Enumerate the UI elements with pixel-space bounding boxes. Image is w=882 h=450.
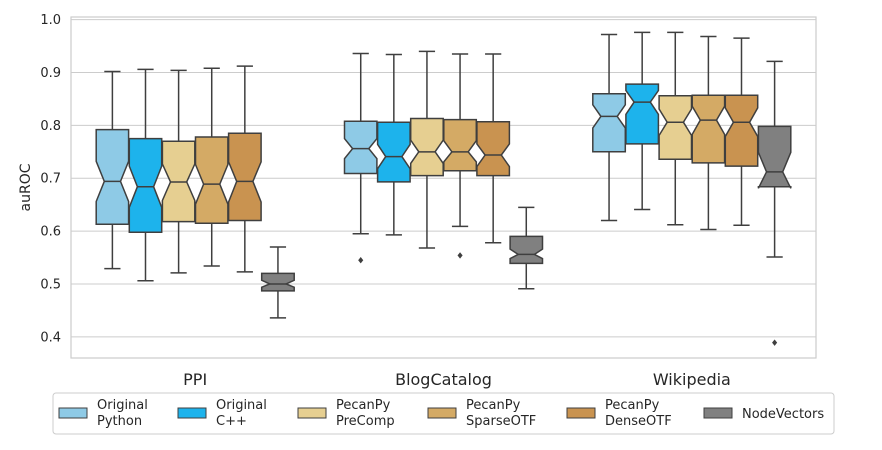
box-ppi-0: [95, 70, 130, 270]
box-wikipedia-3: [691, 35, 726, 231]
legend-entry: PecanPy PreComp: [297, 398, 395, 429]
y-tick-label: 0.4: [40, 330, 61, 345]
y-axis-ticks: 0.4 0.5 0.6 0.7 0.8 0.9 1.0: [40, 13, 61, 345]
legend-entry: Original Python: [58, 398, 148, 429]
legend-label: PecanPy DenseOTF: [605, 398, 672, 429]
box-blogcatalog-4: [476, 53, 511, 244]
legend-swatch: [703, 407, 733, 419]
box-ppi-5: [260, 246, 295, 319]
box-body: [757, 125, 792, 189]
box-body: [95, 128, 130, 225]
y-tick-label: 0.8: [40, 119, 61, 134]
box-blogcatalog-0: [343, 52, 378, 264]
legend-entry: PecanPy DenseOTF: [566, 398, 672, 429]
box-body: [509, 235, 544, 265]
legend-swatch: [427, 407, 457, 419]
legend-label: Original C++: [216, 398, 267, 429]
box-blogcatalog-2: [409, 50, 444, 249]
box-body: [194, 136, 229, 224]
legend-swatch: [566, 407, 596, 419]
x-category-label: Wikipedia: [653, 370, 731, 389]
legend-swatch: [177, 407, 207, 419]
box-wikipedia-4: [724, 37, 759, 227]
legend-label: PecanPy PreComp: [336, 398, 395, 429]
legend: Original Python Original C++ PecanPy PreComp P…: [52, 392, 835, 435]
box-body: [625, 83, 660, 145]
legend-entry: Original C++: [177, 398, 267, 429]
boxes: [95, 31, 792, 346]
legend-label: NodeVectors: [742, 407, 824, 422]
box-body: [724, 94, 759, 167]
x-category-label: PPI: [183, 370, 207, 389]
y-tick-label: 1.0: [40, 13, 61, 28]
legend-swatch: [58, 407, 88, 419]
box-body: [691, 94, 726, 164]
outlier-point: [457, 252, 463, 259]
y-axis-title: auROC: [18, 163, 34, 211]
y-tick-label: 0.9: [40, 66, 61, 81]
legend-swatch: [297, 407, 327, 419]
box-ppi-2: [161, 69, 196, 274]
box-blogcatalog-5: [509, 206, 544, 290]
box-body: [128, 137, 163, 233]
box-blogcatalog-1: [376, 53, 411, 236]
outlier-point: [772, 339, 778, 346]
box-body: [376, 121, 411, 183]
box-body: [227, 132, 262, 222]
box-wikipedia-5: [757, 60, 792, 346]
legend-label: Original Python: [97, 398, 148, 429]
legend-label: PecanPy SparseOTF: [466, 398, 536, 429]
box-ppi-4: [227, 65, 262, 273]
box-body: [592, 92, 627, 153]
plot-frame: [70, 16, 817, 359]
box-body: [658, 95, 693, 160]
outlier-point: [358, 256, 364, 264]
box-ppi-1: [128, 68, 163, 282]
y-tick-label: 0.5: [40, 277, 61, 292]
y-tick-label: 0.7: [40, 172, 61, 187]
box-ppi-3: [194, 67, 229, 267]
legend-entry: PecanPy SparseOTF: [427, 398, 536, 429]
x-category-label: BlogCatalog: [395, 370, 492, 389]
box-wikipedia-1: [625, 31, 660, 211]
y-tick-label: 0.6: [40, 225, 61, 240]
box-body: [443, 118, 478, 172]
box-wikipedia-2: [658, 31, 693, 226]
legend-entry: NodeVectors: [703, 407, 824, 422]
x-axis-categories: PPI BlogCatalog Wikipedia: [183, 370, 731, 389]
box-body: [476, 120, 511, 177]
box-blogcatalog-3: [443, 53, 478, 259]
box-body: [260, 272, 295, 292]
box-body: [409, 117, 444, 177]
box-body: [343, 120, 378, 175]
box-wikipedia-0: [592, 33, 627, 222]
